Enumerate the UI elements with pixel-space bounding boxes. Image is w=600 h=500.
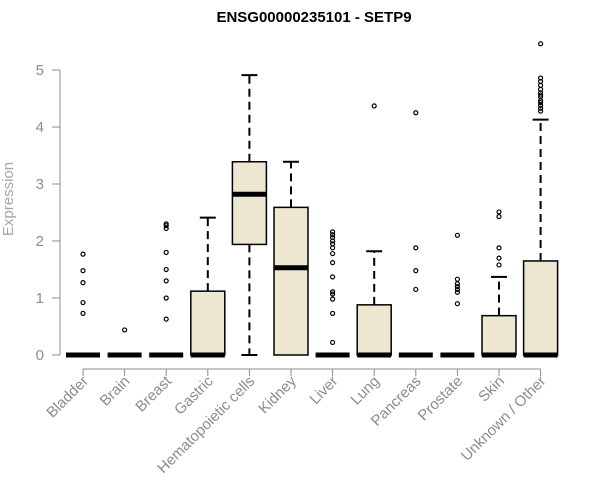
outlier-point xyxy=(537,41,544,47)
outlier-point xyxy=(537,108,544,114)
outlier-point xyxy=(163,223,169,229)
outlier-point xyxy=(454,276,460,282)
outlier-point xyxy=(163,225,169,232)
x-tick-label: Prostate xyxy=(415,373,467,425)
x-tick-label: Breast xyxy=(132,372,175,415)
box-1 xyxy=(66,251,100,358)
box-iqr xyxy=(273,206,309,356)
y-axis-label: Expression xyxy=(0,162,17,236)
outlier-point xyxy=(413,268,419,274)
box-6 xyxy=(273,160,309,356)
outlier-point xyxy=(80,299,86,306)
outlier-point xyxy=(413,245,419,251)
outlier-point xyxy=(454,301,460,307)
outlier-point xyxy=(330,310,336,316)
box-iqr xyxy=(190,290,226,356)
box-10 xyxy=(440,232,475,358)
outlier-point xyxy=(496,262,502,268)
outlier-point xyxy=(537,99,544,106)
x-tick-label: Skin xyxy=(475,373,508,406)
outlier-point xyxy=(537,105,544,111)
box-11 xyxy=(481,209,517,358)
x-tick-label: Kidney xyxy=(255,372,300,417)
outlier-point xyxy=(371,103,377,109)
box-iqr xyxy=(231,161,268,246)
outlier-point xyxy=(537,102,544,108)
outlier-point xyxy=(454,232,460,238)
box-3 xyxy=(149,221,184,358)
x-tick-label: Liver xyxy=(306,373,341,408)
box-group xyxy=(66,41,559,358)
box-5 xyxy=(231,74,268,356)
box-9 xyxy=(398,110,433,358)
outlier-point xyxy=(80,251,86,257)
box-iqr xyxy=(481,314,517,356)
y-tick-label: 5 xyxy=(36,62,44,79)
outlier-point xyxy=(330,289,336,295)
y-tick-label: 2 xyxy=(36,233,44,250)
box-iqr xyxy=(522,260,559,356)
outlier-point xyxy=(163,278,169,284)
outlier-point xyxy=(163,316,169,322)
chart-title: ENSG00000235101 - SETP9 xyxy=(216,9,411,26)
box-4 xyxy=(190,216,226,358)
y-tick-label: 4 xyxy=(36,119,44,136)
outlier-point xyxy=(496,209,502,215)
outlier-point xyxy=(330,250,336,257)
outlier-point xyxy=(121,327,128,333)
outlier-point xyxy=(454,289,460,295)
outlier-point xyxy=(330,260,336,266)
box-iqr xyxy=(356,304,392,356)
outlier-point xyxy=(330,232,336,238)
y-tick-label: 1 xyxy=(36,290,44,307)
outlier-point xyxy=(496,255,502,261)
outlier-point xyxy=(454,281,460,287)
outlier-point xyxy=(330,238,336,244)
outlier-point xyxy=(163,266,169,273)
box-12 xyxy=(522,41,559,358)
y-tick-label: 0 xyxy=(36,347,44,364)
y-tick-label: 3 xyxy=(36,176,44,193)
outlier-point xyxy=(330,229,336,235)
outlier-point xyxy=(330,245,336,251)
outlier-point xyxy=(330,291,336,297)
box-2 xyxy=(107,327,142,358)
outlier-point xyxy=(537,92,544,98)
outlier-point xyxy=(496,213,502,220)
outlier-point xyxy=(80,268,86,274)
outlier-point xyxy=(330,339,336,346)
x-tick-label: Bladder xyxy=(43,373,92,422)
outlier-point xyxy=(80,310,86,316)
outlier-point xyxy=(80,280,86,286)
outlier-point xyxy=(413,286,419,293)
box-7 xyxy=(315,229,350,358)
outlier-point xyxy=(330,274,336,280)
x-tick-label: Lung xyxy=(347,373,383,409)
outlier-point xyxy=(413,110,419,116)
y-axis: 0 1 2 3 4 5 xyxy=(36,62,61,364)
outlier-point xyxy=(163,295,169,301)
outlier-point xyxy=(454,284,460,290)
outlier-point xyxy=(496,245,502,251)
outlier-point xyxy=(330,296,336,302)
box-8 xyxy=(356,103,392,358)
outlier-point xyxy=(454,286,460,293)
x-tick-label: Brain xyxy=(97,373,134,410)
outlier-point xyxy=(163,249,169,255)
